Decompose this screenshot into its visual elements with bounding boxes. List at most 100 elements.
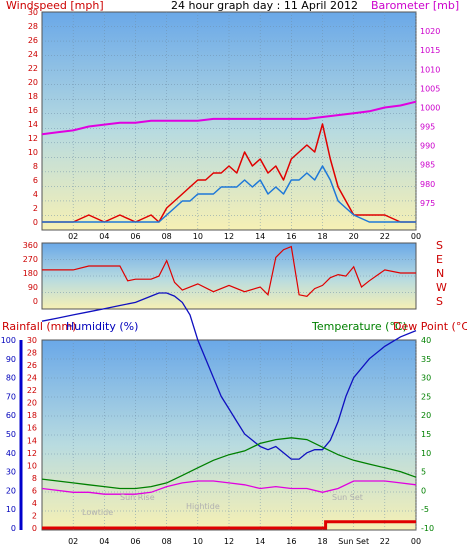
x-tick-label: 00 xyxy=(411,537,421,546)
x-tick-label: 08 xyxy=(162,232,172,241)
wind-tick-label: 14 xyxy=(28,120,38,129)
wind-tick-label: 0 xyxy=(33,218,38,227)
compass-label: S xyxy=(436,239,443,252)
humidity-tick-label: 10 xyxy=(6,505,16,514)
temp-tick-label: 10 xyxy=(421,449,431,458)
rain-tick-label: 2 xyxy=(32,511,37,520)
direction-tick-label: 180 xyxy=(23,269,38,278)
direction-tick-label: 360 xyxy=(23,241,38,250)
chart-title: 24 hour graph day : 11 April 2012 xyxy=(171,0,358,12)
series-line xyxy=(42,165,416,223)
rain-tick-label: 0 xyxy=(32,524,37,533)
rain-tick-label: 28 xyxy=(27,349,37,358)
direction-line xyxy=(42,245,416,297)
x-tick-label: 04 xyxy=(99,232,109,241)
windspeed-axis-label: Windspeed [mph] xyxy=(6,0,104,12)
wind-tick-label: 20 xyxy=(28,78,38,87)
series-line xyxy=(42,123,416,223)
wind-tick-label: 18 xyxy=(28,92,38,101)
wind-tick-label: 16 xyxy=(28,106,38,115)
series-line xyxy=(42,520,416,530)
x-tick-label: 00 xyxy=(411,232,421,241)
humidity-tick-label: 60 xyxy=(6,411,16,420)
series-line xyxy=(41,292,417,460)
rain-tick-label: 18 xyxy=(27,411,37,420)
temp-tick-label: 20 xyxy=(421,411,431,420)
humidity-tick-label: 50 xyxy=(6,430,16,439)
barometer-axis-label: Barometer [mb] xyxy=(371,0,459,12)
humidity-tick-label: 30 xyxy=(6,468,16,477)
wind-tick-label: 6 xyxy=(33,176,38,185)
wind-tick-label: 22 xyxy=(28,64,38,73)
x-tick-label: 16 xyxy=(286,537,296,546)
rain-tick-label: 30 xyxy=(27,336,37,345)
x-tick-label: 08 xyxy=(162,537,172,546)
baro-tick-label: 1020 xyxy=(420,27,440,36)
baro-tick-label: 1010 xyxy=(420,65,440,74)
direction-tick-label: 270 xyxy=(23,255,38,264)
temp-tick-label: 15 xyxy=(421,430,431,439)
x-tick-label: 14 xyxy=(255,232,265,241)
wind-tick-label: 28 xyxy=(28,22,38,31)
humidity-tick-label: 90 xyxy=(6,355,16,364)
series-line xyxy=(41,100,417,136)
compass-label: N xyxy=(436,267,444,280)
x-tick-label: 10 xyxy=(193,537,203,546)
temp-tick-label: 25 xyxy=(421,392,431,401)
x-tick-label: 18 xyxy=(317,537,327,546)
baro-tick-label: 990 xyxy=(420,142,435,151)
humidity-tick-label: 70 xyxy=(6,392,16,401)
x-tick-label: 22 xyxy=(380,537,390,546)
humidity-tick-label: 40 xyxy=(6,449,16,458)
temp-tick-label: 35 xyxy=(421,355,431,364)
dewpoint-axis-label: Dew Point (°C) xyxy=(393,320,467,333)
rain-tick-label: 6 xyxy=(32,486,37,495)
baro-tick-label: 1000 xyxy=(420,103,440,112)
wind-tick-label: 26 xyxy=(28,36,38,45)
x-tick-label: 12 xyxy=(224,232,234,241)
x-tick-label: Sun Set xyxy=(338,537,369,546)
rain-tick-label: 26 xyxy=(27,361,37,370)
x-tick-label: 02 xyxy=(68,232,78,241)
temp-tick-label: -5 xyxy=(421,505,429,514)
rainfall-axis-label: Rainfall (mm) xyxy=(2,320,76,333)
baro-tick-label: 1005 xyxy=(420,84,440,93)
humidity-tick-label: 100 xyxy=(1,336,16,345)
annotation-sunset: Sun Set xyxy=(332,493,363,502)
baro-tick-label: 985 xyxy=(420,161,435,170)
rain-tick-label: 22 xyxy=(27,386,37,395)
rain-tick-label: 4 xyxy=(32,499,37,508)
rain-tick-label: 24 xyxy=(27,374,37,383)
temp-tick-label: -10 xyxy=(421,524,434,533)
rain-tick-label: 12 xyxy=(27,449,37,458)
x-tick-label: 10 xyxy=(193,232,203,241)
wind-panel-bg xyxy=(41,11,417,231)
rain-tick-label: 16 xyxy=(27,424,37,433)
x-tick-label: 20 xyxy=(349,232,359,241)
wind-tick-label: 4 xyxy=(33,190,38,199)
x-tick-label: 06 xyxy=(130,232,140,241)
x-tick-label: 22 xyxy=(380,232,390,241)
x-tick-label: 16 xyxy=(286,232,296,241)
temperature-axis-label: Temperature (°C) xyxy=(311,320,407,333)
compass-label: W xyxy=(436,281,447,294)
baro-tick-label: 975 xyxy=(420,199,435,208)
humidity-axis-label: Humidity (%) xyxy=(66,320,138,333)
humidity-tick-label: 80 xyxy=(6,374,16,383)
x-tick-label: 12 xyxy=(224,537,234,546)
direction-tick-label: 90 xyxy=(28,283,38,292)
x-tick-label: 18 xyxy=(317,232,327,241)
temp-tick-label: 40 xyxy=(421,336,431,345)
series-line xyxy=(41,437,417,490)
wind-tick-label: 24 xyxy=(28,50,38,59)
x-tick-label: 04 xyxy=(99,537,109,546)
rain-tick-label: 20 xyxy=(27,399,37,408)
x-tick-label: 06 xyxy=(130,537,140,546)
wind-tick-label: 12 xyxy=(28,134,38,143)
x-tick-label: 02 xyxy=(68,537,78,546)
rain-tick-label: 8 xyxy=(32,474,37,483)
annotation-lowtide: Lowtide xyxy=(82,508,113,517)
compass-label: S xyxy=(436,295,443,308)
annotation-hightide: Hightide xyxy=(186,502,220,511)
rain-tick-label: 14 xyxy=(27,436,37,445)
